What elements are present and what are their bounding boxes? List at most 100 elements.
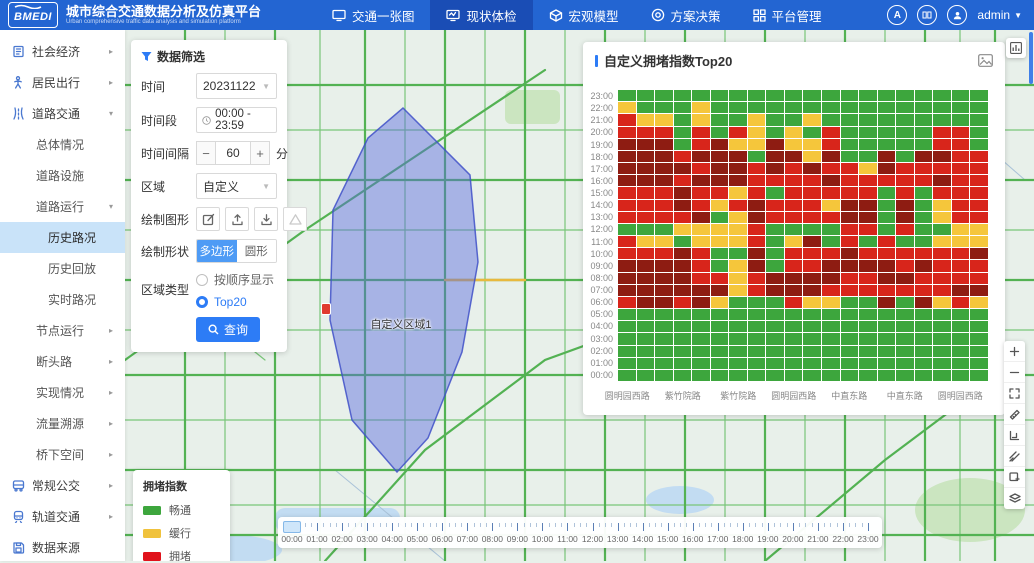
heatmap-cell[interactable] (970, 150, 988, 162)
heatmap-cell[interactable] (803, 223, 822, 235)
heatmap-cell[interactable] (840, 102, 859, 114)
heatmap-cell[interactable] (655, 90, 673, 102)
heatmap-cell[interactable] (877, 272, 896, 284)
nav-item-宏观模型[interactable]: 宏观模型 (533, 0, 635, 30)
heatmap-cell[interactable] (951, 272, 970, 284)
heatmap-cell[interactable] (673, 369, 692, 381)
polygon-icon[interactable] (283, 207, 307, 231)
measure-icon[interactable] (1004, 404, 1025, 425)
heatmap-cell[interactable] (747, 102, 766, 114)
heatmap-cell[interactable] (933, 199, 951, 211)
heatmap-cell[interactable] (673, 272, 692, 284)
heatmap-cell[interactable] (655, 260, 673, 272)
heatmap-cell[interactable] (784, 102, 803, 114)
heatmap-cell[interactable] (747, 199, 766, 211)
heatmap-cell[interactable] (896, 284, 914, 296)
heatmap-cell[interactable] (803, 321, 822, 333)
heatmap-cell[interactable] (692, 150, 710, 162)
heatmap-cell[interactable] (822, 309, 840, 321)
heatmap-cell[interactable] (822, 223, 840, 235)
heatmap-cell[interactable] (673, 199, 692, 211)
heatmap-cell[interactable] (618, 321, 636, 333)
heatmap-cell[interactable] (655, 321, 673, 333)
heatmap-cell[interactable] (970, 211, 988, 223)
heatmap-cell[interactable] (840, 175, 859, 187)
heatmap-cell[interactable] (970, 163, 988, 175)
heatmap-cell[interactable] (951, 114, 970, 126)
heatmap-cell[interactable] (655, 333, 673, 345)
heatmap-cell[interactable] (747, 187, 766, 199)
heatmap-cell[interactable] (710, 333, 729, 345)
heatmap-cell[interactable] (914, 345, 933, 357)
heatmap-cell[interactable] (840, 309, 859, 321)
heatmap-cell[interactable] (747, 248, 766, 260)
heatmap-cell[interactable] (784, 138, 803, 150)
heatmap-cell[interactable] (840, 296, 859, 308)
heatmap-cell[interactable] (822, 114, 840, 126)
heatmap-cell[interactable] (655, 248, 673, 260)
heatmap-cell[interactable] (803, 211, 822, 223)
heatmap-cell[interactable] (636, 296, 655, 308)
heatmap-cell[interactable] (729, 90, 747, 102)
time-range-input[interactable]: 00:00 - 23:59 (196, 107, 277, 133)
heatmap-cell[interactable] (710, 248, 729, 260)
heatmap-cell[interactable] (618, 345, 636, 357)
heatmap-cell[interactable] (692, 90, 710, 102)
heatmap-cell[interactable] (636, 138, 655, 150)
heatmap-cell[interactable] (877, 114, 896, 126)
heatmap-cell[interactable] (951, 284, 970, 296)
heatmap-cell[interactable] (729, 236, 747, 248)
heatmap-cell[interactable] (766, 102, 784, 114)
heatmap-cell[interactable] (951, 150, 970, 162)
heatmap-cell[interactable] (914, 211, 933, 223)
heatmap-cell[interactable] (710, 211, 729, 223)
heatmap-cell[interactable] (747, 260, 766, 272)
heatmap-cell[interactable] (636, 309, 655, 321)
heatmap-cell[interactable] (692, 296, 710, 308)
heatmap-cell[interactable] (933, 223, 951, 235)
heatmap-cell[interactable] (803, 369, 822, 381)
heatmap-cell[interactable] (747, 223, 766, 235)
heatmap-cell[interactable] (877, 369, 896, 381)
heatmap-cell[interactable] (766, 187, 784, 199)
heatmap-cell[interactable] (877, 284, 896, 296)
heatmap-cell[interactable] (784, 90, 803, 102)
heatmap-cell[interactable] (933, 90, 951, 102)
heatmap-cell[interactable] (914, 296, 933, 308)
heatmap-cell[interactable] (636, 248, 655, 260)
layers-icon[interactable] (1004, 488, 1025, 509)
sidebar-item-实现情况[interactable]: 实现情况 ▸ (36, 386, 113, 400)
heatmap-cell[interactable] (618, 114, 636, 126)
heatmap-cell[interactable] (803, 90, 822, 102)
fullscreen-icon[interactable] (1004, 383, 1025, 404)
heatmap-cell[interactable] (840, 284, 859, 296)
heatmap-cell[interactable] (933, 102, 951, 114)
heatmap-cell[interactable] (710, 260, 729, 272)
heatmap-cell[interactable] (840, 187, 859, 199)
heatmap-cell[interactable] (951, 199, 970, 211)
heatmap-cell[interactable] (729, 138, 747, 150)
heatmap-cell[interactable] (951, 223, 970, 235)
heatmap-cell[interactable] (784, 284, 803, 296)
heatmap-cell[interactable] (914, 260, 933, 272)
heatmap-cell[interactable] (655, 236, 673, 248)
avatar[interactable] (947, 5, 968, 25)
heatmap-cell[interactable] (859, 321, 877, 333)
heatmap-cell[interactable] (877, 187, 896, 199)
heatmap-cell[interactable] (729, 223, 747, 235)
heatmap-cell[interactable] (896, 163, 914, 175)
scrollbar-thumb[interactable] (1029, 32, 1033, 84)
heatmap-cell[interactable] (710, 357, 729, 369)
time-select[interactable]: 20231122 ▼ (196, 73, 277, 99)
heatmap-cell[interactable] (859, 272, 877, 284)
heatmap-cell[interactable] (803, 126, 822, 138)
heatmap-cell[interactable] (673, 357, 692, 369)
heatmap-cell[interactable] (747, 357, 766, 369)
heatmap-cell[interactable] (766, 223, 784, 235)
heatmap-cell[interactable] (859, 284, 877, 296)
app-switch-icon[interactable]: A (887, 5, 908, 25)
heatmap-cell[interactable] (859, 138, 877, 150)
heatmap-cell[interactable] (859, 126, 877, 138)
heatmap-cell[interactable] (822, 248, 840, 260)
heatmap-cell[interactable] (655, 175, 673, 187)
